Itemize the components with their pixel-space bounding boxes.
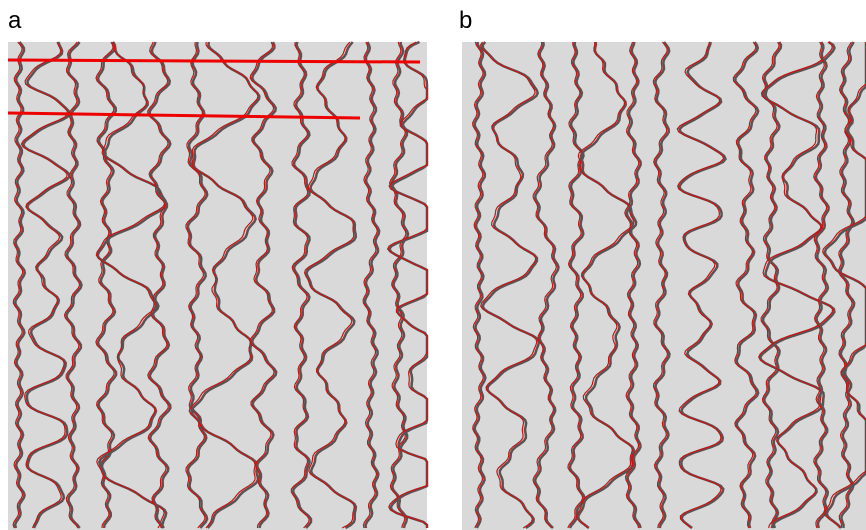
figure: a b (0, 0, 866, 530)
panel-label: b (459, 7, 472, 34)
panel-label: a (8, 7, 22, 34)
page: a b (() => { const data = JSON.parse(doc… (0, 0, 866, 530)
artifact-line (8, 60, 420, 62)
